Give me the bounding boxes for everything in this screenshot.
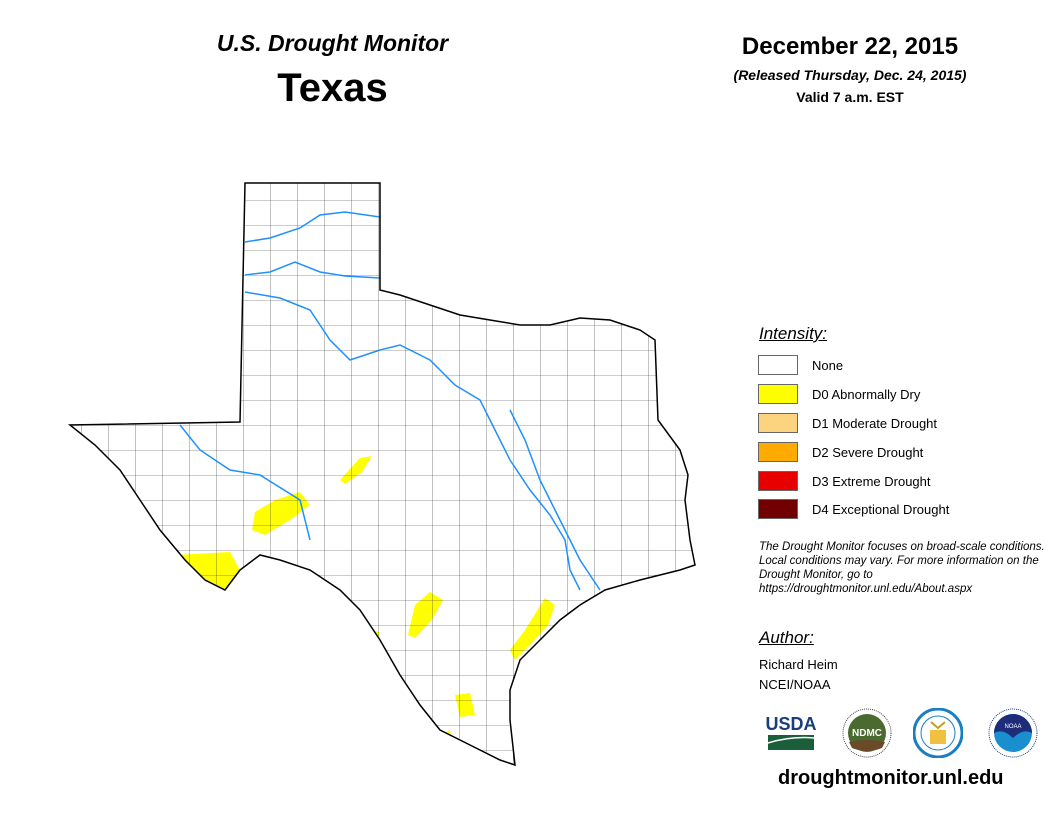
state-name: Texas [277, 66, 388, 110]
legend-item-d2: D2 Severe Drought [758, 442, 923, 462]
legend-item-d1: D1 Moderate Drought [758, 413, 937, 433]
trinity-river [509, 409, 601, 591]
commerce-logo [913, 708, 963, 758]
svg-text:NOAA: NOAA [1004, 724, 1021, 730]
legend-label: D2 Severe Drought [812, 444, 924, 460]
author-name: Richard Heim [759, 657, 838, 672]
author-org: NCEI/NOAA [759, 677, 831, 692]
legend-label: D1 Moderate Drought [812, 415, 938, 431]
author-heading: Author: [759, 628, 814, 647]
legend-item-d4: D4 Exceptional Drought [758, 499, 949, 519]
legend-label: D4 Exceptional Drought [812, 501, 950, 517]
release-date: (Released Thursday, Dec. 24, 2015) [733, 67, 967, 83]
legend-swatch [758, 471, 798, 491]
legend-item-d3: D3 Extreme Drought [758, 471, 931, 491]
brazos-river [244, 291, 581, 591]
legend-label: D0 Abnormally Dry [812, 386, 921, 402]
svg-text:NDMC: NDMC [852, 728, 882, 739]
legend-swatch [758, 413, 798, 433]
legend-label: None [812, 357, 844, 373]
colorado-river [179, 424, 311, 541]
footer-url[interactable]: droughtmonitor.unl.edu [778, 767, 1004, 789]
usda-logo: USDA [766, 714, 816, 750]
red-river-fork [244, 261, 381, 279]
legend-item-d0: D0 Abnormally Dry [758, 384, 920, 404]
legend-swatch [758, 384, 798, 404]
ndmc-logo: NDMC [842, 708, 892, 758]
legend-title: Intensity: [759, 324, 828, 343]
svg-text:USDA: USDA [766, 714, 816, 734]
noaa-logo: NOAA [988, 708, 1038, 758]
legend-swatch [758, 499, 798, 519]
map-date: December 22, 2015 [741, 33, 959, 60]
legend-swatch [758, 442, 798, 462]
map-title: U.S. Drought Monitor [216, 30, 449, 56]
canadian-river [244, 211, 381, 243]
valid-time: Valid 7 a.m. EST [796, 89, 904, 105]
legend-label: D3 Extreme Drought [812, 473, 931, 489]
legend-item-none: None [758, 355, 843, 375]
rivers [179, 211, 601, 591]
legend-swatch [758, 355, 798, 375]
disclaimer-note: The Drought Monitor focuses on broad-sca… [759, 541, 1045, 595]
